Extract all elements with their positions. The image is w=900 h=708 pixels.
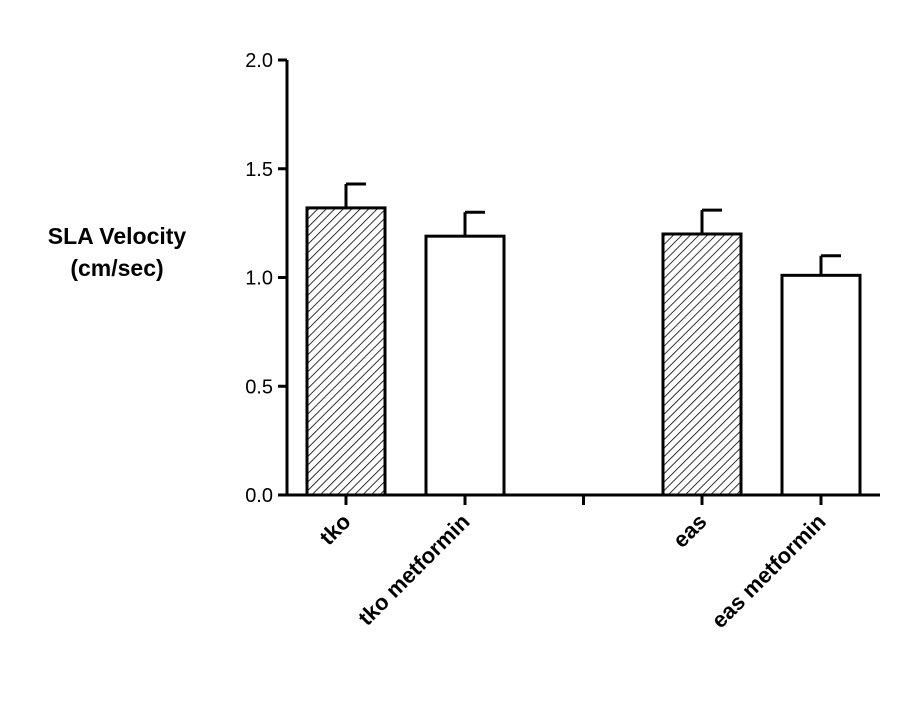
x-category-label: tko (315, 509, 356, 550)
bars (305, 182, 862, 497)
bar (305, 206, 387, 497)
bar-group (661, 208, 743, 497)
bar-group (305, 182, 387, 497)
x-category-label: eas (668, 509, 712, 553)
bar (780, 273, 862, 497)
y-tick-label: 2.0 (245, 50, 273, 72)
y-tick-label: 1.0 (245, 268, 273, 290)
y-axis-label: SLA Velocity (cm/sec) (48, 223, 187, 281)
bar (424, 234, 506, 497)
y-axis-label-line1: SLA Velocity (48, 223, 187, 249)
bar-group (780, 254, 862, 497)
y-tick-label: 1.5 (245, 159, 273, 181)
y-axis: 0.0 0.5 1.0 1.5 2.0 (245, 50, 289, 507)
x-category-label: eas metformin (707, 509, 831, 633)
y-tick-label: 0.0 (245, 485, 273, 507)
bar-group (424, 210, 506, 497)
y-axis-label-line2: (cm/sec) (70, 255, 163, 281)
y-tick-label: 0.5 (245, 376, 273, 398)
bar (661, 232, 743, 497)
x-category-label: tko metformin (353, 509, 474, 630)
